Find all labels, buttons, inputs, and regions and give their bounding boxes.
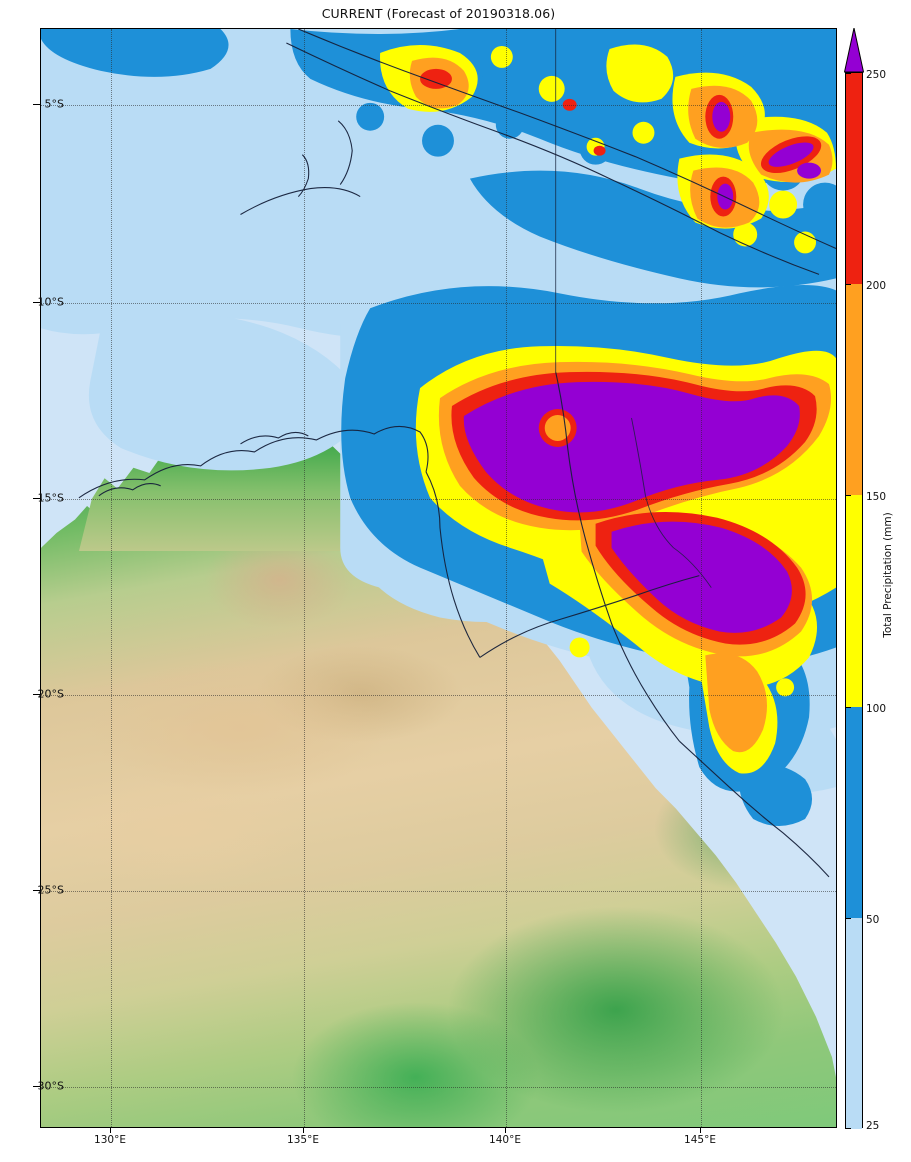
colorbar[interactable] (845, 72, 863, 1129)
colorbar-extend-arrow (844, 28, 864, 73)
colorbar-tick-150 (845, 495, 851, 496)
ylabel-20S: 20°S (37, 687, 64, 701)
gridline-130E (111, 29, 112, 1127)
gridline-30S (41, 1087, 836, 1088)
colorbar-tick-200 (845, 284, 851, 285)
gridline-145E (701, 29, 702, 1127)
figure-title: CURRENT (Forecast of 20190318.06) (321, 6, 556, 21)
colorbar-label-100: 100 (866, 703, 887, 715)
ylabel-30S: 30°S (37, 1079, 64, 1093)
ylabel-25S: 25°S (37, 883, 64, 897)
gridline-25S (41, 891, 836, 892)
embedded-eye-cell (538, 409, 577, 447)
colorbar-tick-250 (845, 73, 851, 74)
colorbar-tick-100 (845, 707, 851, 708)
precipitation-contours (41, 29, 836, 878)
colorbar-label-200: 200 (866, 280, 887, 292)
ytick-30S (33, 1086, 40, 1087)
xtick-140E (505, 1128, 506, 1133)
colorbar-segment-150-200 (846, 284, 862, 495)
ytick-25S (33, 890, 40, 891)
xlabel-130E: 130°E (94, 1134, 126, 1146)
colorbar-segment-100-150 (846, 495, 862, 707)
xtick-145E (700, 1128, 701, 1133)
colorbar-title: Total Precipitation (mm) (882, 512, 894, 638)
xlabel-145E: 145°E (684, 1134, 716, 1146)
gridline-140E (506, 29, 507, 1127)
ytick-20S (33, 694, 40, 695)
ytick-15S (33, 498, 40, 499)
xlabel-140E: 140°E (489, 1134, 521, 1146)
gridline-5S (41, 105, 836, 106)
ytick-5S (33, 104, 40, 105)
ylabel-15S: 15°S (37, 491, 64, 505)
colorbar-tick-25 (845, 1128, 851, 1129)
colorbar-segment-25-50 (846, 918, 862, 1129)
xtick-130E (110, 1128, 111, 1133)
colorbar-label-250: 250 (866, 69, 887, 81)
xlabel-135E: 135°E (287, 1134, 319, 1146)
colorbar-tick-50 (845, 918, 851, 919)
colorbar-label-50: 50 (866, 914, 880, 926)
ylabel-10S: 10°S (37, 295, 64, 309)
gridline-20S (41, 695, 836, 696)
gridline-15S (41, 499, 836, 500)
colorbar-segment-200-250 (846, 73, 862, 284)
map-axes[interactable] (40, 28, 837, 1128)
xtick-135E (303, 1128, 304, 1133)
colorbar-segment-50-100 (846, 707, 862, 918)
gridline-10S (41, 303, 836, 304)
ytick-10S (33, 302, 40, 303)
colorbar-label-150: 150 (866, 491, 887, 503)
gridline-135E (304, 29, 305, 1127)
ylabel-5S: 5°S (44, 97, 64, 111)
colorbar-label-25: 25 (866, 1120, 880, 1132)
